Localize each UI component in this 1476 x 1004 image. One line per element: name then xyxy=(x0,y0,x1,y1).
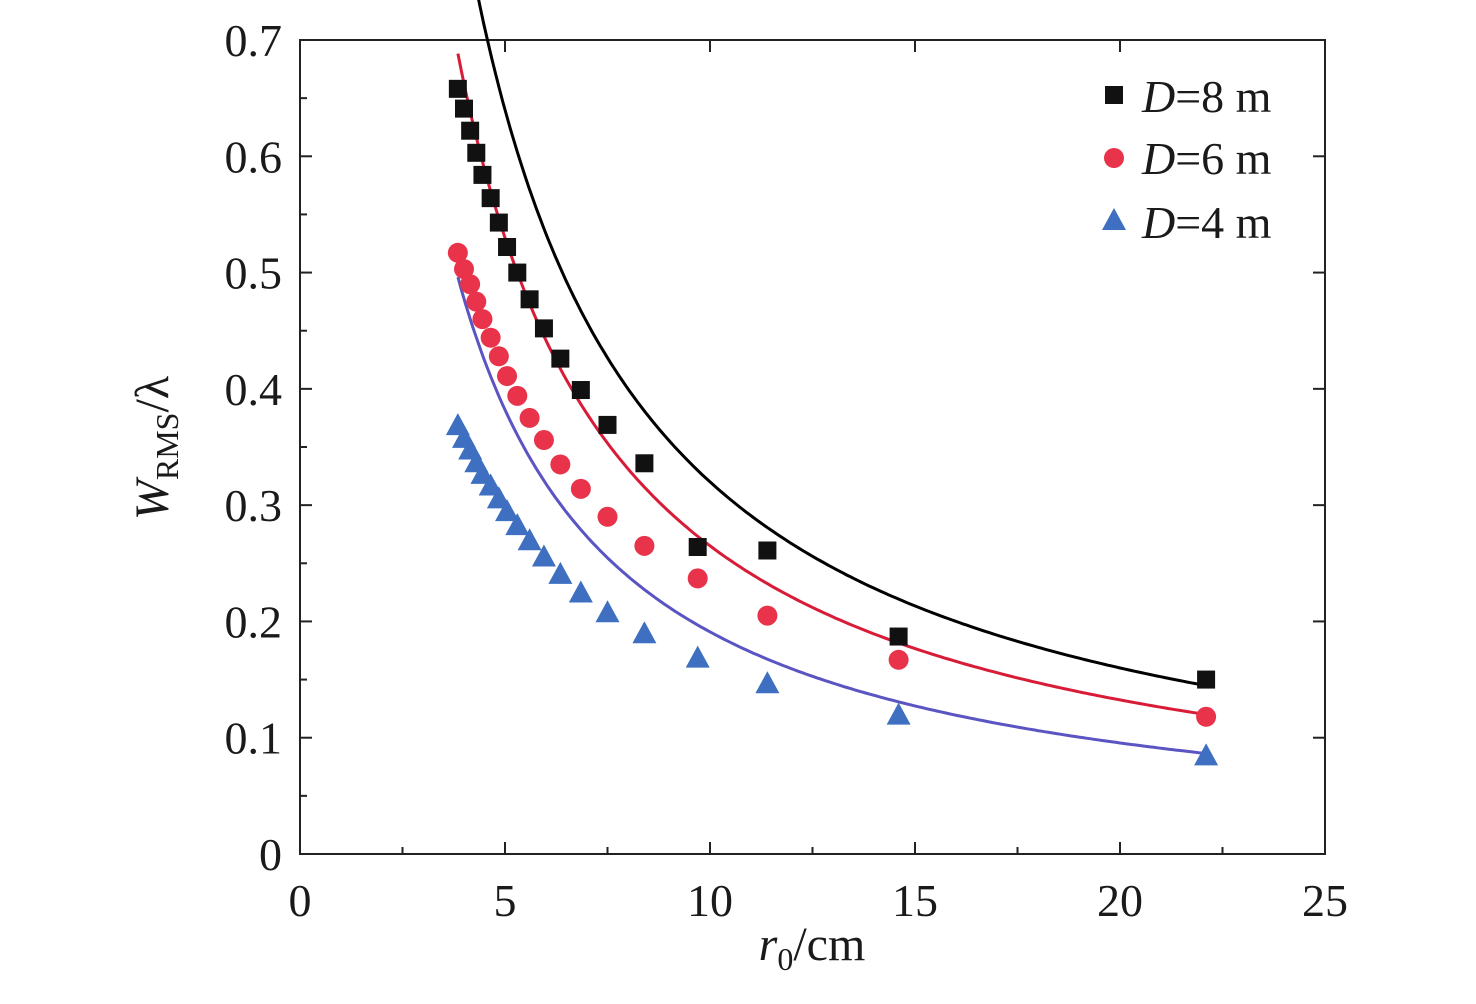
y-tick-label: 0.1 xyxy=(225,713,283,764)
data-point-circle xyxy=(507,385,528,406)
legend-label-d6: D=6 m xyxy=(1141,133,1272,184)
legend-item-d4: D=4 m xyxy=(1102,197,1272,248)
y-tick-label: 0.6 xyxy=(225,131,283,182)
data-point-triangle xyxy=(1194,743,1219,766)
y-axis: 0 0.1 0.2 0.3 0.4 0.5 0.6 0.7 xyxy=(225,15,1325,880)
x-axis-label-unit: /cm xyxy=(793,918,865,971)
data-point-square xyxy=(688,538,707,557)
x-tick-label: 0 xyxy=(289,875,312,926)
y-tick-label: 0.5 xyxy=(225,248,283,299)
data-point-square xyxy=(889,627,908,646)
data-point-square xyxy=(461,121,480,140)
data-point-triangle xyxy=(886,702,911,725)
data-point-square xyxy=(598,415,617,434)
data-point-circle xyxy=(570,478,591,499)
legend: D=8 m D=6 m D=4 m xyxy=(1102,71,1272,248)
x-axis-label-var: r xyxy=(759,918,778,971)
data-point-square xyxy=(489,213,508,232)
data-point-circle xyxy=(480,327,501,348)
data-point-square xyxy=(571,381,590,400)
x-axis: 0 5 10 15 20 25 xyxy=(289,40,1348,926)
data-point-triangle xyxy=(755,671,780,694)
data-point-square xyxy=(448,79,467,98)
y-axis-label-rest: /λ xyxy=(126,375,179,412)
x-tick-label: 25 xyxy=(1302,875,1348,926)
data-point-square xyxy=(508,263,527,282)
y-tick-label: 0.2 xyxy=(225,596,283,647)
data-point-circle xyxy=(447,242,468,263)
legend-item-d6: D=6 m xyxy=(1104,133,1272,184)
data-point-square xyxy=(758,541,777,560)
data-point-circle xyxy=(472,309,493,330)
legend-label-d8: D=8 m xyxy=(1141,71,1272,122)
data-point-circle xyxy=(1196,706,1217,727)
data-point-square xyxy=(498,237,517,256)
data-point-triangle xyxy=(517,528,542,551)
data-point-square xyxy=(534,319,553,338)
data-point-square xyxy=(551,349,570,368)
data-point-circle xyxy=(634,535,655,556)
data-point-triangle xyxy=(632,621,657,644)
data-point-circle xyxy=(519,407,540,428)
y-tick-label: 0.4 xyxy=(225,364,283,415)
data-point-triangle xyxy=(595,600,620,623)
data-point-circle xyxy=(597,506,618,527)
data-point-triangle xyxy=(495,499,520,522)
data-point-circle xyxy=(454,259,474,280)
fit-line-series-0 xyxy=(477,0,1207,688)
x-tick-label: 20 xyxy=(1097,875,1143,926)
data-point-square xyxy=(473,165,492,184)
y-axis-label: WRMS/λ xyxy=(126,375,185,520)
y-tick-label: 0.7 xyxy=(225,15,283,66)
data-point-triangle xyxy=(531,544,556,567)
data-point-triangle xyxy=(478,473,503,496)
fit-lines xyxy=(456,0,1207,755)
x-axis-label: r0/cm xyxy=(759,918,866,977)
data-point-circle xyxy=(888,649,909,670)
data-point-square xyxy=(481,189,500,208)
data-point-square xyxy=(635,454,654,473)
legend-marker-square xyxy=(1105,86,1123,104)
x-axis-label-sub: 0 xyxy=(777,941,793,977)
x-tick-label: 5 xyxy=(494,875,517,926)
legend-label-d4: D=4 m xyxy=(1141,197,1272,248)
data-point-square xyxy=(1197,670,1216,689)
data-point-triangle xyxy=(548,561,573,584)
data-point-square xyxy=(467,143,486,162)
data-point-square xyxy=(455,99,473,118)
data-point-circle xyxy=(550,454,571,475)
data-point-triangle xyxy=(685,645,710,668)
data-point-circle xyxy=(460,274,481,295)
y-tick-label: 0 xyxy=(259,829,282,880)
data-point-circle xyxy=(466,291,487,312)
data-point-circle xyxy=(687,568,708,589)
data-point-triangle xyxy=(486,486,511,509)
data-point-triangle xyxy=(505,513,530,536)
data-point-square xyxy=(520,290,539,309)
data-point-triangle xyxy=(568,580,593,603)
legend-marker-triangle xyxy=(1102,208,1126,230)
y-tick-label: 0.3 xyxy=(225,480,283,531)
fit-line-series-1 xyxy=(456,53,1207,717)
x-tick-label: 15 xyxy=(892,875,938,926)
data-point-circle xyxy=(497,366,518,387)
y-axis-label-sub: RMS xyxy=(149,413,185,481)
data-point-circle xyxy=(488,346,509,367)
fit-line-series-2 xyxy=(456,276,1207,755)
x-tick-label: 10 xyxy=(687,875,733,926)
legend-item-d8: D=8 m xyxy=(1105,71,1272,122)
data-point-circle xyxy=(533,430,554,451)
y-axis-label-var: W xyxy=(126,476,179,520)
data-point-circle xyxy=(757,605,778,626)
legend-marker-circle xyxy=(1104,148,1124,168)
markers xyxy=(445,79,1219,766)
